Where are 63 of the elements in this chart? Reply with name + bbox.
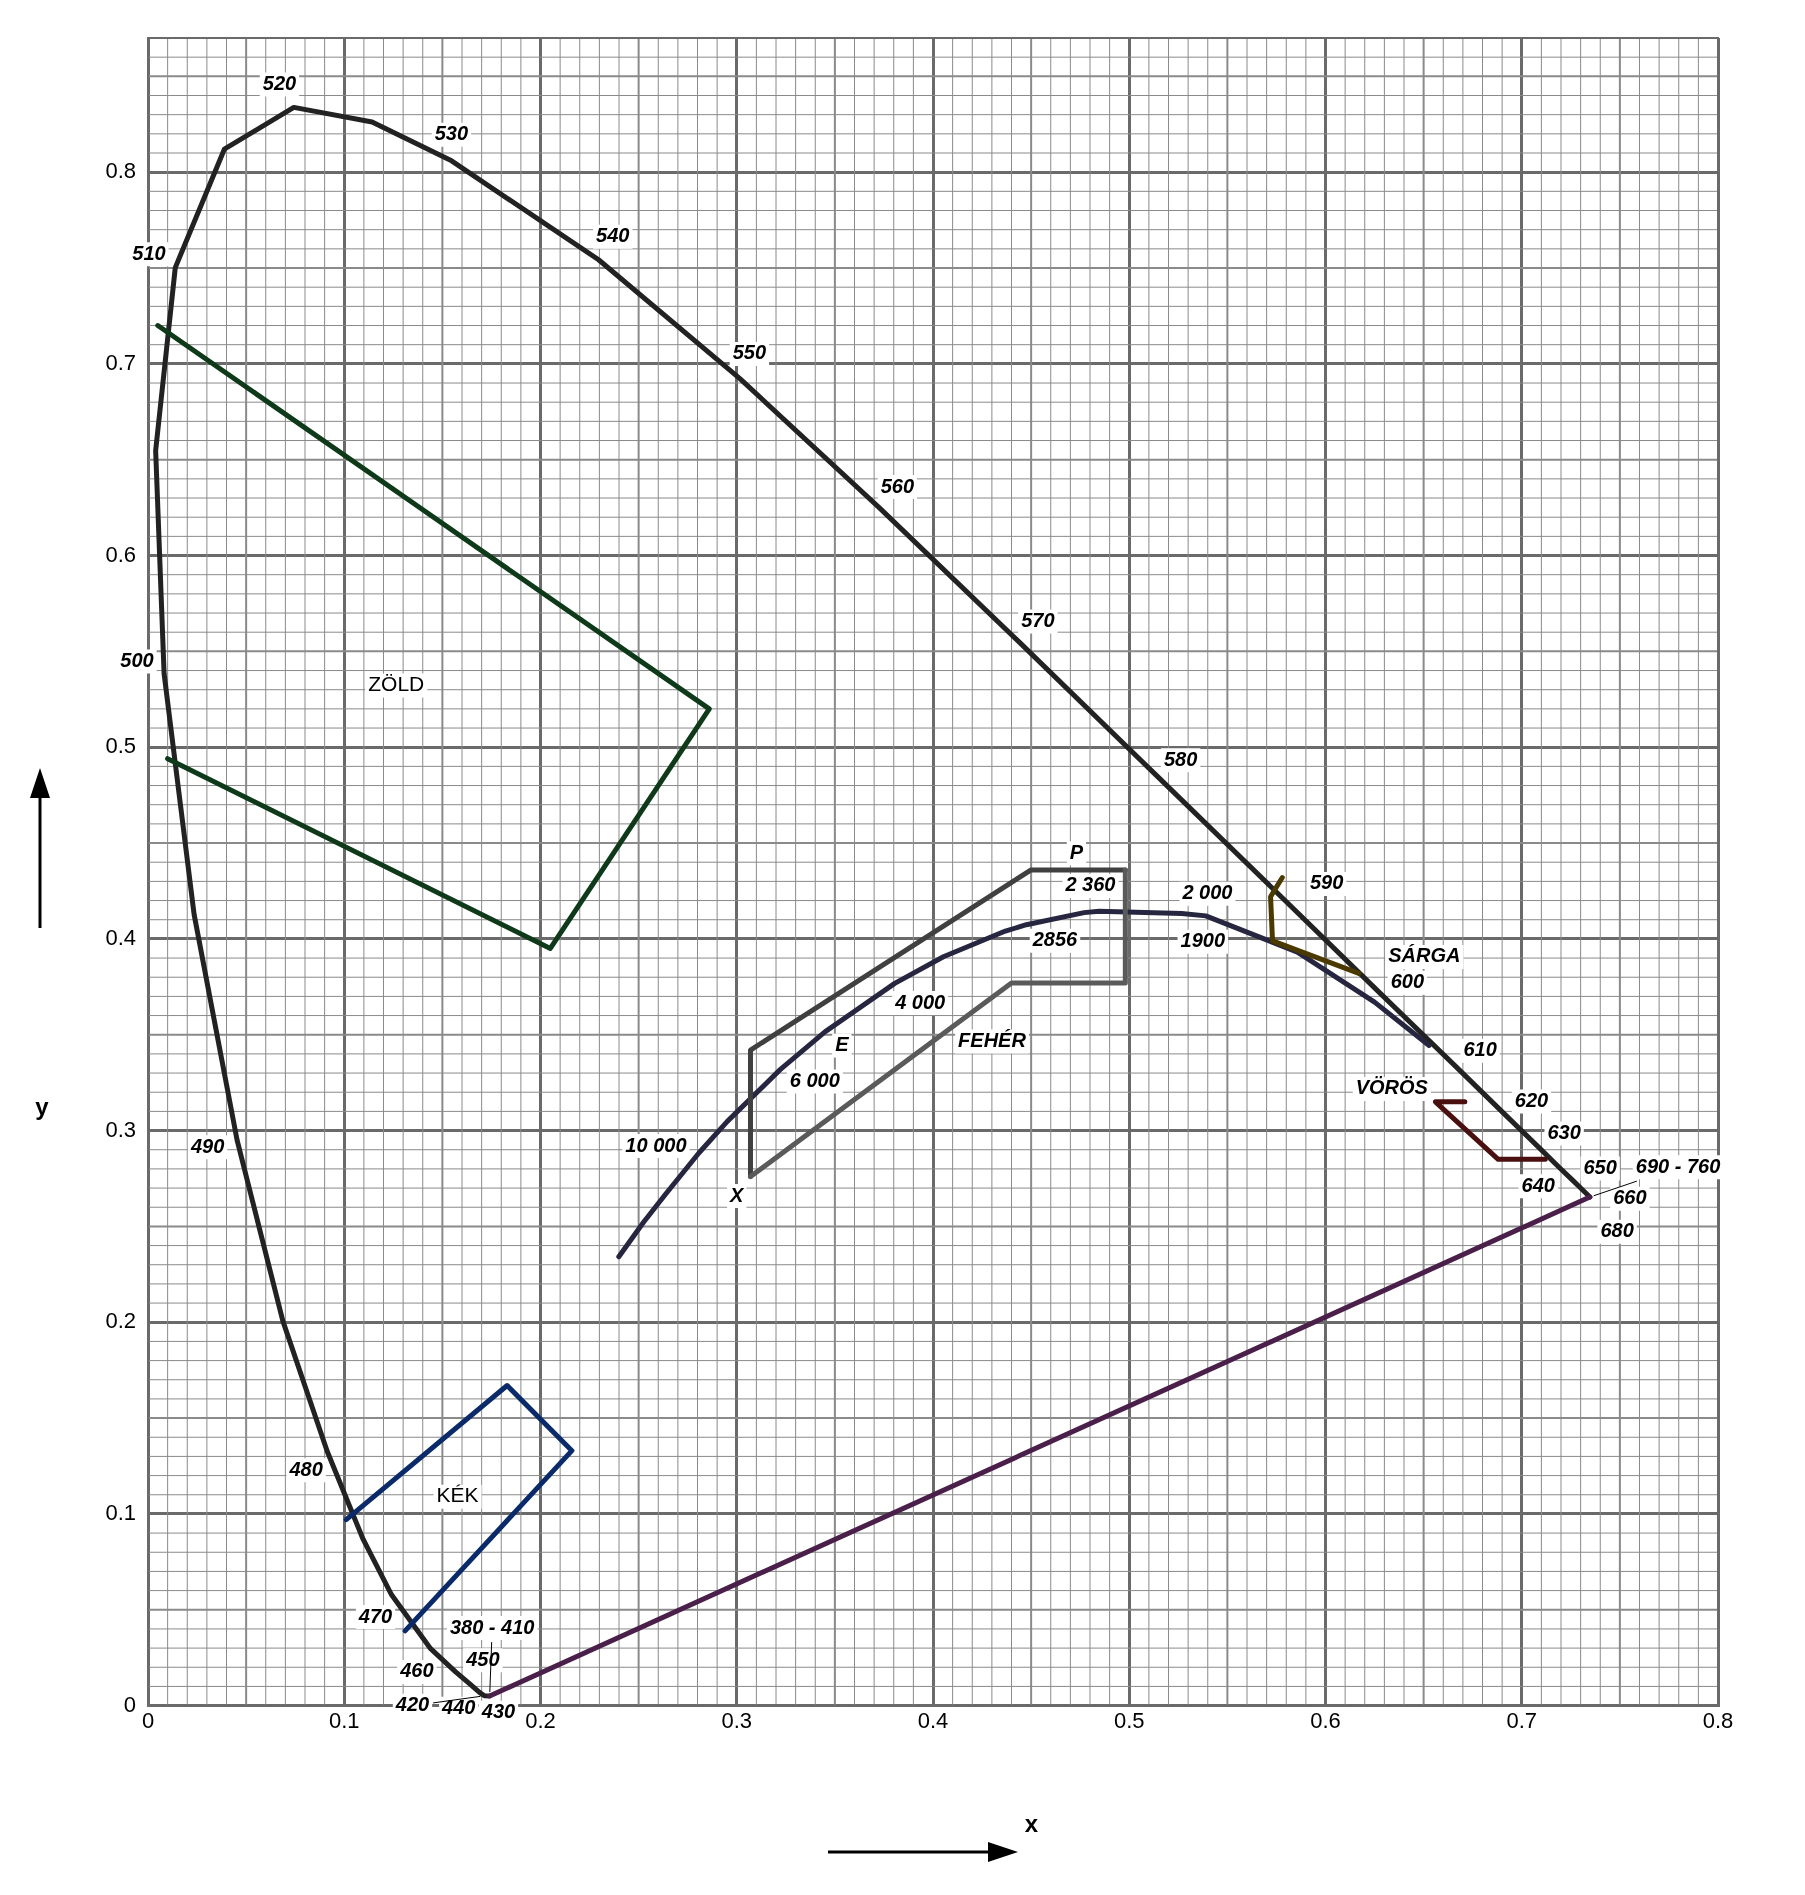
x-tick-label: 0.1 <box>328 1707 360 1733</box>
annotation: VÖRÖS <box>1355 1076 1429 1099</box>
annotation: 6 000 <box>789 1069 840 1092</box>
annotation: 480 <box>288 1457 323 1480</box>
annotation: 680 <box>1600 1219 1634 1242</box>
annotation: 540 <box>596 224 630 247</box>
annotation: E <box>835 1033 850 1056</box>
annotation: 450 <box>465 1647 500 1670</box>
y-tick-label: 0.6 <box>105 541 136 567</box>
annotation: 470 <box>357 1604 393 1627</box>
annotation: 620 <box>1514 1088 1549 1111</box>
x-tick-label: 0 <box>141 1707 155 1733</box>
x-tick-label: 0.8 <box>1702 1707 1734 1733</box>
x-tick-label: 0.4 <box>917 1707 949 1733</box>
annotation: FEHÉR <box>958 1028 1027 1051</box>
x-tick-label: 0.7 <box>1506 1707 1538 1733</box>
x-tick-label: 0.5 <box>1113 1707 1145 1733</box>
y-tick-label: 0.7 <box>105 349 136 375</box>
annotation: SÁRGA <box>1388 944 1461 967</box>
annotation: 570 <box>1021 609 1055 631</box>
annotation: 660 <box>1613 1186 1647 1209</box>
annotation: 590 <box>1309 871 1344 894</box>
annotation: 10 000 <box>625 1133 687 1156</box>
annotation: 4 000 <box>894 990 946 1013</box>
annotation: 600 <box>1390 970 1425 993</box>
annotation: 490 <box>189 1134 225 1157</box>
annotation: 500 <box>120 648 154 671</box>
y-axis-title: y <box>35 1093 50 1121</box>
annotation: 2856 <box>1031 928 1079 951</box>
text: ZÖLD <box>368 672 425 696</box>
series-label: KÉK <box>436 1483 479 1507</box>
x-tick-label: 0.2 <box>525 1707 556 1733</box>
annotation: 2 360 <box>1064 873 1116 896</box>
annotation: 560 <box>880 474 915 497</box>
annotation: 530 <box>434 122 469 145</box>
annotation: 380 - 410 <box>449 1615 535 1638</box>
annotation: 550 <box>732 341 767 364</box>
annotation: 690 - 760 <box>1635 1154 1721 1177</box>
y-tick-label: 0.4 <box>105 924 136 950</box>
y-tick-label: 0.2 <box>105 1308 136 1334</box>
annotation: X <box>729 1183 746 1206</box>
x-axis-title: x <box>1024 1810 1039 1838</box>
annotation: 580 <box>1163 747 1198 770</box>
annotation: 520 <box>262 71 297 94</box>
annotation: 440 <box>441 1696 476 1719</box>
annotation: 630 <box>1547 1120 1581 1143</box>
annotation: 1900 <box>1180 929 1226 952</box>
annotation: 510 <box>132 241 166 264</box>
annotation: 650 <box>1583 1156 1617 1179</box>
y-tick-label: 0 <box>123 1691 136 1717</box>
x-tick-label: 0.6 <box>1310 1707 1341 1733</box>
annotation: P <box>1069 840 1084 863</box>
annotation: 420 <box>394 1693 430 1716</box>
y-tick-label: 0.8 <box>105 158 136 184</box>
annotation: 2 000 <box>1181 881 1233 904</box>
y-tick-label: 0.1 <box>105 1499 136 1525</box>
y-tick-label: 0.5 <box>105 733 136 759</box>
y-tick-label: 0.3 <box>105 1116 136 1142</box>
annotation: 610 <box>1463 1038 1497 1061</box>
annotation: 430 <box>480 1700 516 1723</box>
annotation: 640 <box>1521 1173 1555 1196</box>
x-tick-label: 0.3 <box>721 1707 753 1733</box>
annotation: 460 <box>399 1659 434 1682</box>
